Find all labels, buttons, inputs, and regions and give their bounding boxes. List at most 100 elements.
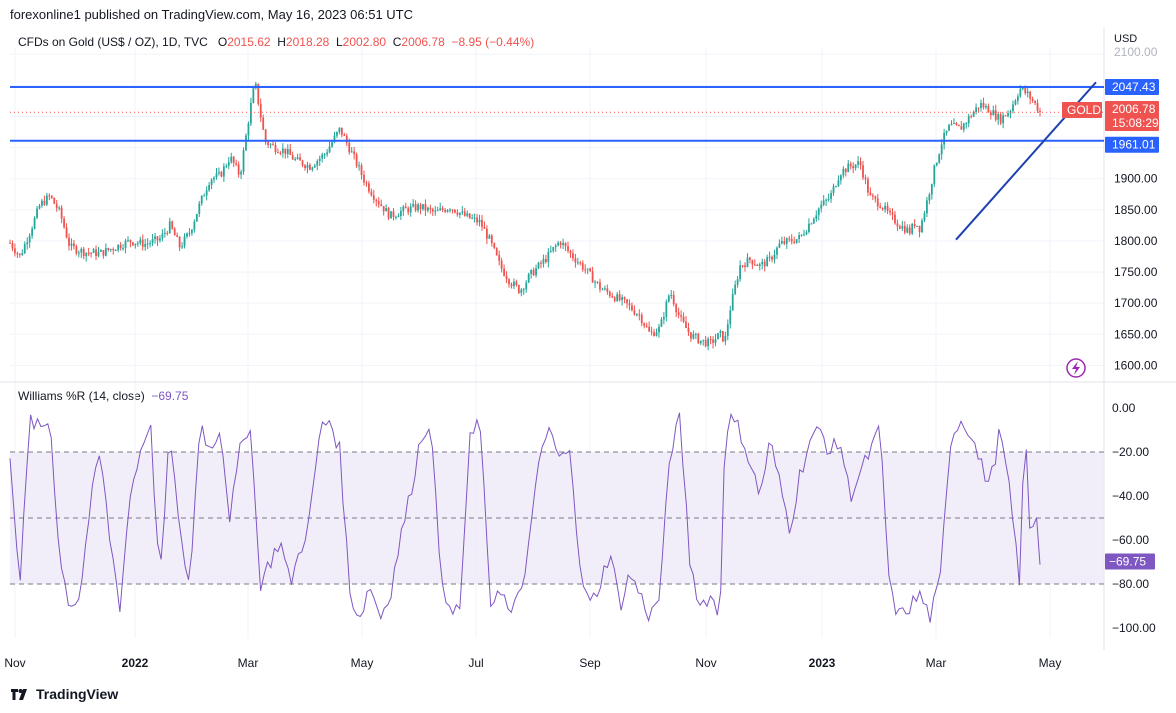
candle-body [540, 262, 542, 264]
tradingview-brand: TradingView [10, 686, 118, 702]
lightning-icon [1066, 358, 1086, 378]
candle-body [640, 314, 643, 324]
candle-body [650, 331, 653, 333]
candle-body [304, 165, 306, 169]
candle-body [739, 265, 741, 280]
candle-body [719, 331, 722, 334]
candle-body [68, 237, 70, 246]
candle-body [222, 166, 225, 177]
candle-body [1024, 87, 1027, 94]
candle-body [422, 204, 424, 210]
candle-body [603, 288, 606, 290]
candle-body [326, 152, 329, 155]
candle-body [972, 112, 975, 117]
candle-body [852, 166, 855, 168]
candle-body [857, 161, 859, 165]
candle-body [95, 249, 97, 257]
candle-body [901, 225, 904, 229]
candle-body [785, 238, 788, 244]
candle-body [884, 205, 887, 210]
candle-body [734, 284, 737, 294]
candle-body [331, 142, 333, 147]
candle-body [579, 262, 582, 264]
candle-body [446, 209, 449, 212]
trend-line [955, 81, 1097, 241]
candle-body [721, 331, 724, 342]
price-tick-label: 1900.00 [1114, 172, 1158, 186]
candle-body [908, 227, 911, 234]
candle-body [776, 247, 778, 255]
candle-body [918, 225, 921, 232]
candle-body [363, 174, 365, 183]
candle-body [891, 212, 894, 215]
candle-body [380, 204, 383, 206]
indicator-name[interactable]: Williams %R (14, close) [18, 389, 145, 403]
candle-body [277, 152, 279, 154]
support-badge-bg [1105, 136, 1159, 153]
candle-body [370, 191, 373, 196]
candle-body [508, 279, 510, 285]
candle-body [724, 336, 727, 342]
candle-body [559, 242, 562, 245]
candle-body [825, 199, 828, 201]
low-value: 2002.80 [342, 35, 387, 49]
candle-body [368, 183, 370, 192]
time-tick-label: May [1039, 656, 1062, 670]
candle-body [1007, 113, 1009, 117]
candle-body [1034, 100, 1036, 104]
candle-body [916, 225, 918, 227]
candle-body [458, 212, 461, 215]
candle-body [306, 164, 309, 169]
candle-body [281, 148, 284, 153]
candle-body [436, 210, 439, 212]
candle-body [385, 207, 388, 212]
candle-body [923, 213, 926, 221]
candle-body [626, 299, 628, 304]
candle-body [156, 236, 159, 241]
candle-body [476, 217, 478, 223]
candle-body [572, 253, 574, 259]
candle-body [810, 223, 813, 225]
candle-body [104, 248, 107, 256]
candle-body [898, 226, 901, 229]
candle-body [744, 265, 746, 267]
candle-body [48, 195, 51, 197]
candle-body [699, 340, 702, 344]
candle-body [967, 116, 970, 124]
candle-body [358, 165, 360, 167]
symbol-title[interactable]: CFDs on Gold (US$ / OZ), 1D, TVC [18, 35, 208, 49]
candle-body [451, 209, 454, 211]
time-tick-label: Mar [238, 656, 259, 670]
candle-body [225, 165, 228, 167]
candle-body [247, 123, 250, 136]
candle-body [309, 164, 311, 170]
candle-body [830, 193, 832, 199]
price-tick-label: 1850.00 [1114, 203, 1158, 217]
candle-body [483, 226, 486, 229]
candle-body [633, 310, 636, 315]
candle-body [468, 213, 471, 219]
candle-body [955, 122, 958, 125]
candle-body [141, 239, 144, 247]
high-label: H [277, 35, 286, 49]
candle-body [859, 161, 862, 166]
candle-body [259, 103, 262, 118]
candle-body [176, 235, 179, 237]
candle-body [690, 332, 692, 339]
candle-body [82, 248, 85, 257]
candle-body [736, 279, 739, 285]
candle-body [171, 221, 174, 229]
candle-body [793, 241, 796, 243]
candle-body [960, 126, 963, 130]
candle-body [336, 131, 338, 136]
candle-body [299, 157, 301, 161]
candle-body [581, 263, 584, 270]
candle-body [387, 207, 390, 219]
resistance-badge-bg [1105, 78, 1159, 95]
candle-body [692, 334, 695, 339]
candle-body [318, 158, 321, 161]
candle-body [871, 195, 874, 197]
candle-body [591, 271, 594, 283]
